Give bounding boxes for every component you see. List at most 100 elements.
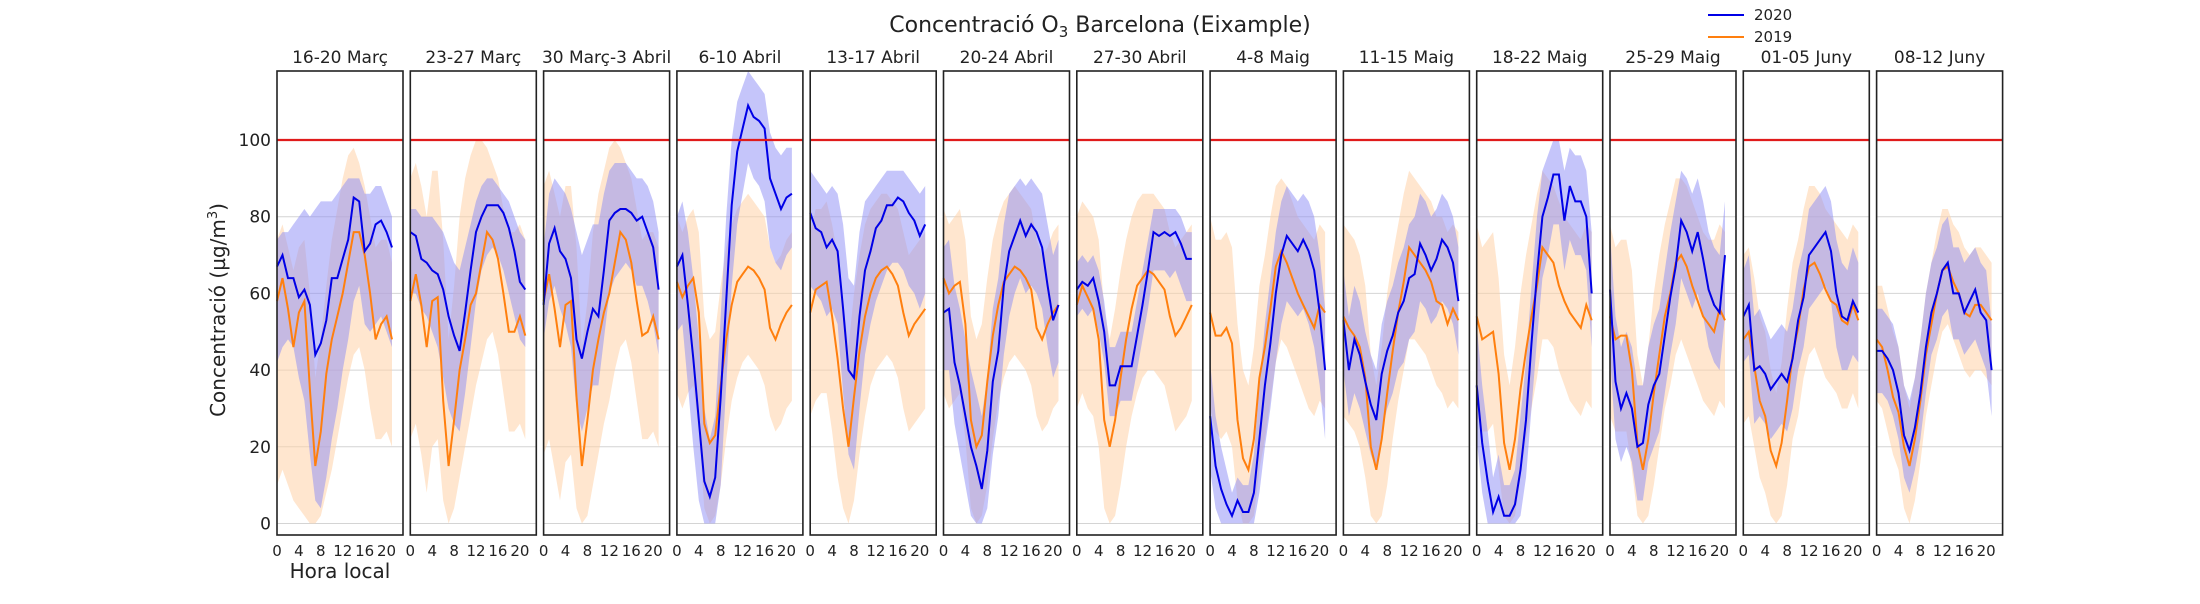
- panel-frame: [942, 70, 1071, 536]
- x-tick-label: 4: [1894, 542, 1904, 560]
- chart-title-main: Concentració O: [889, 13, 1058, 38]
- y-tick-label: 20: [249, 438, 271, 458]
- series-line-2019: [1075, 269, 1193, 448]
- chart-title-suffix: Barcelona (Eixample): [1068, 13, 1310, 38]
- x-tick-label: 16: [1422, 542, 1441, 560]
- band-2020: [810, 170, 926, 470]
- x-tick-label: 0: [1072, 542, 1082, 560]
- x-tick-label: 16: [1955, 542, 1974, 560]
- panel-frame: [409, 70, 538, 536]
- x-tick-label: 12: [1533, 542, 1552, 560]
- series-line-2020: [1742, 229, 1860, 392]
- y-axis-label-superscript: 3: [206, 211, 221, 219]
- x-tick-label: 0: [1472, 542, 1482, 560]
- panel-frame: [676, 70, 804, 536]
- panel: 08-12 Juny 0 4 8 12 16 20: [1872, 48, 2004, 560]
- x-tick-label: 12: [733, 542, 752, 560]
- panel: 11-15 Maig 0 4 8 12 16 20: [1339, 48, 1471, 560]
- x-tick-label: 16: [1022, 542, 1041, 560]
- panel-title: 23-27 Març: [425, 48, 521, 68]
- x-tick-label: 4: [294, 542, 304, 560]
- x-tick-label: 16: [1821, 542, 1840, 560]
- panel-frame: [276, 70, 404, 536]
- x-tick-label: 12: [1799, 542, 1818, 560]
- y-tick-label: 100: [239, 131, 271, 151]
- x-tick-label: 4: [694, 542, 704, 560]
- chart-title-subscript: 3: [1059, 23, 1069, 41]
- series-line-2020: [542, 208, 660, 359]
- x-tick-label: 16: [1288, 542, 1307, 560]
- band-2020: [1343, 193, 1459, 470]
- x-tick-label: 16: [1555, 542, 1574, 560]
- series-line-2020: [1209, 233, 1327, 519]
- panel-title: 11-15 Maig: [1359, 48, 1454, 68]
- panel-frame: [1875, 70, 2004, 536]
- x-tick-label: 4: [1494, 542, 1504, 560]
- x-tick-label: 0: [672, 542, 682, 560]
- panel-frame: [542, 70, 671, 536]
- band-2020: [1210, 186, 1326, 524]
- x-tick-label: 20: [644, 542, 663, 560]
- band-2020: [410, 178, 526, 432]
- x-tick-label: 12: [1000, 542, 1019, 560]
- panel: 27-30 Abril 0 4 8 12 16 20: [1072, 48, 1204, 560]
- x-tick-label: 0: [1739, 542, 1749, 560]
- x-tick-label: 8: [716, 542, 726, 560]
- x-tick-label: 20: [510, 542, 529, 560]
- x-tick-label: 16: [488, 542, 507, 560]
- x-tick-label: 20: [1177, 542, 1196, 560]
- panel-title: 13-17 Abril: [826, 48, 920, 68]
- panel-title: 16-20 Març: [292, 48, 388, 68]
- series-line-2019: [942, 265, 1060, 450]
- band-2020: [1076, 209, 1192, 417]
- x-tick-label: 20: [1977, 542, 1996, 560]
- x-tick-label: 16: [1155, 542, 1174, 560]
- x-tick-label: 20: [1843, 542, 1862, 560]
- x-tick-label: 8: [1249, 542, 1259, 560]
- x-tick-label: 8: [1382, 542, 1392, 560]
- x-tick-label: 12: [466, 542, 485, 560]
- x-tick-label: 20: [777, 542, 796, 560]
- series-line-2020: [1609, 217, 1726, 449]
- panel-title: 27-30 Abril: [1093, 48, 1187, 68]
- series-line-2019: [1209, 248, 1326, 474]
- panel-frame: [1076, 70, 1204, 536]
- x-tick-label: 4: [427, 542, 437, 560]
- series-line-2020: [1075, 230, 1192, 387]
- x-tick-label: 0: [1205, 542, 1215, 560]
- x-tick-label: 0: [1605, 542, 1615, 560]
- panel: 18-22 Maig 0 4 8 12 16 20: [1472, 48, 1604, 560]
- x-tick-label: 12: [1666, 542, 1685, 560]
- x-tick-label: 0: [539, 542, 549, 560]
- x-tick-label: 4: [1361, 542, 1371, 560]
- panel-title: 18-22 Maig: [1492, 48, 1587, 68]
- x-tick-label: 12: [1400, 542, 1419, 560]
- panel-title: 01-05 Juny: [1761, 48, 1852, 68]
- x-tick-label: 16: [355, 542, 374, 560]
- band-2020: [1610, 170, 1725, 501]
- x-tick-label: 12: [600, 542, 619, 560]
- x-tick-label: 0: [1872, 542, 1882, 560]
- panel-frame: [1475, 70, 1604, 536]
- panel-title: 25-29 Maig: [1625, 48, 1720, 68]
- panel-frame: [1342, 70, 1471, 536]
- x-tick-label: 12: [333, 542, 352, 560]
- x-tick-label: 20: [377, 542, 396, 560]
- panel: 30 Març-3 Abril 0 4 8 12 16 20: [539, 48, 671, 560]
- panel: 23-27 Març 0 4 8 12 16 20: [406, 48, 538, 560]
- band-2020: [1476, 140, 1592, 524]
- series-line-2019: [276, 231, 393, 467]
- series-line-2020: [276, 195, 393, 359]
- x-axis-label: Hora local: [290, 559, 391, 583]
- series-line-2020: [942, 217, 1060, 490]
- x-tick-label: 16: [755, 542, 774, 560]
- x-tick-label: 8: [449, 542, 459, 560]
- x-tick-label: 8: [1516, 542, 1526, 560]
- y-axis-label: Concentració (µg/m3): [206, 203, 230, 417]
- x-tick-label: 12: [866, 542, 885, 560]
- band-2020: [277, 178, 392, 509]
- series-line-2020: [1475, 173, 1593, 517]
- series-line-2019: [1609, 253, 1726, 471]
